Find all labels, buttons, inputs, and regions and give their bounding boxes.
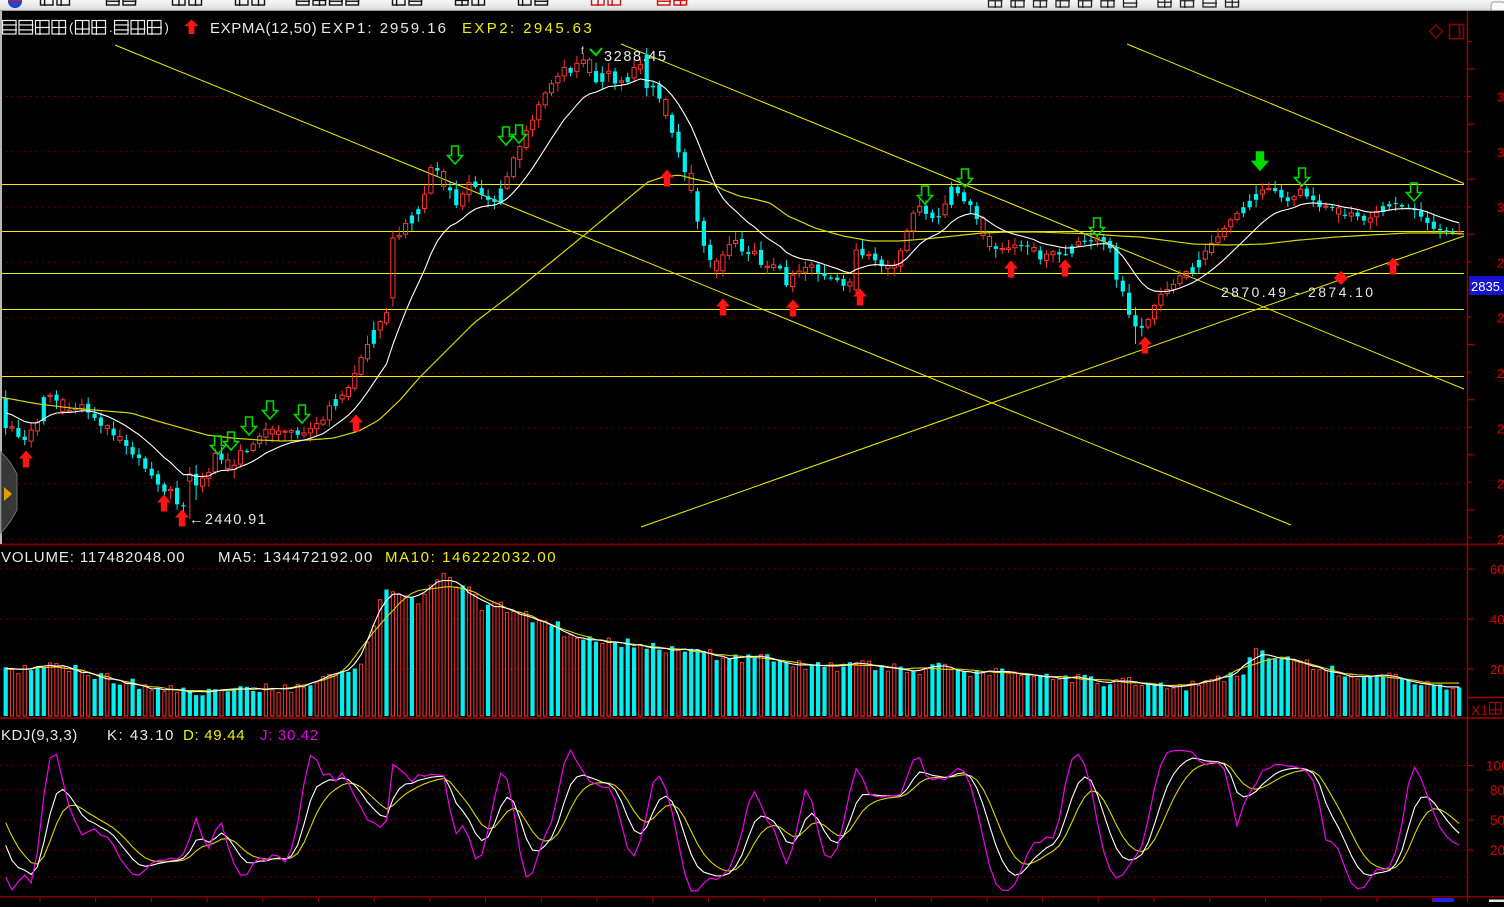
svg-text:3200: 3200: [1497, 90, 1504, 105]
svg-text:2700: 2700: [1497, 366, 1504, 381]
svg-text:100: 100: [1486, 759, 1504, 774]
svg-text:2600: 2600: [1497, 421, 1504, 436]
svg-text:KDJ(9,3,3): KDJ(9,3,3): [1, 727, 78, 744]
svg-text:600000: 600000: [1490, 562, 1504, 577]
svg-text:←2440.91: ←2440.91: [189, 512, 267, 528]
svg-text:80: 80: [1490, 783, 1504, 798]
svg-text:2500: 2500: [1497, 477, 1504, 492]
svg-text:2870.49 - 2874.10: 2870.49 - 2874.10: [1221, 284, 1375, 300]
svg-text:(: (: [69, 20, 74, 35]
svg-text:K: 43.10: K: 43.10: [107, 727, 175, 744]
svg-text:.: .: [109, 20, 113, 35]
svg-text:): ): [165, 20, 169, 35]
svg-text:2835.: 2835.: [1471, 279, 1504, 294]
svg-text:EXP2: 2945.63: EXP2: 2945.63: [462, 20, 594, 37]
svg-text:2400: 2400: [1497, 532, 1504, 547]
svg-text:200000: 200000: [1490, 662, 1504, 677]
svg-text:J: 30.42: J: 30.42: [260, 727, 319, 744]
svg-text:3000: 3000: [1497, 200, 1504, 215]
svg-text:VOLUME: 117482048.00: VOLUME: 117482048.00: [1, 549, 186, 566]
svg-text:EXP1: 2959.16: EXP1: 2959.16: [321, 20, 448, 37]
svg-text:X1: X1: [1471, 702, 1488, 718]
svg-text:f: f: [581, 46, 584, 57]
svg-text:D: 49.44: D: 49.44: [183, 727, 245, 744]
svg-text:3100: 3100: [1497, 145, 1504, 160]
svg-text:EXPMA(12,50): EXPMA(12,50): [210, 20, 317, 37]
svg-text:2900: 2900: [1497, 255, 1504, 270]
svg-text:MA10: 146222032.00: MA10: 146222032.00: [385, 549, 557, 566]
svg-text:3288.45: 3288.45: [604, 49, 668, 65]
svg-text:MA5: 134472192.00: MA5: 134472192.00: [218, 549, 374, 566]
svg-text:50: 50: [1490, 813, 1504, 828]
svg-text:2800: 2800: [1497, 311, 1504, 326]
svg-text:400000: 400000: [1490, 612, 1504, 627]
svg-text:20: 20: [1490, 843, 1504, 858]
